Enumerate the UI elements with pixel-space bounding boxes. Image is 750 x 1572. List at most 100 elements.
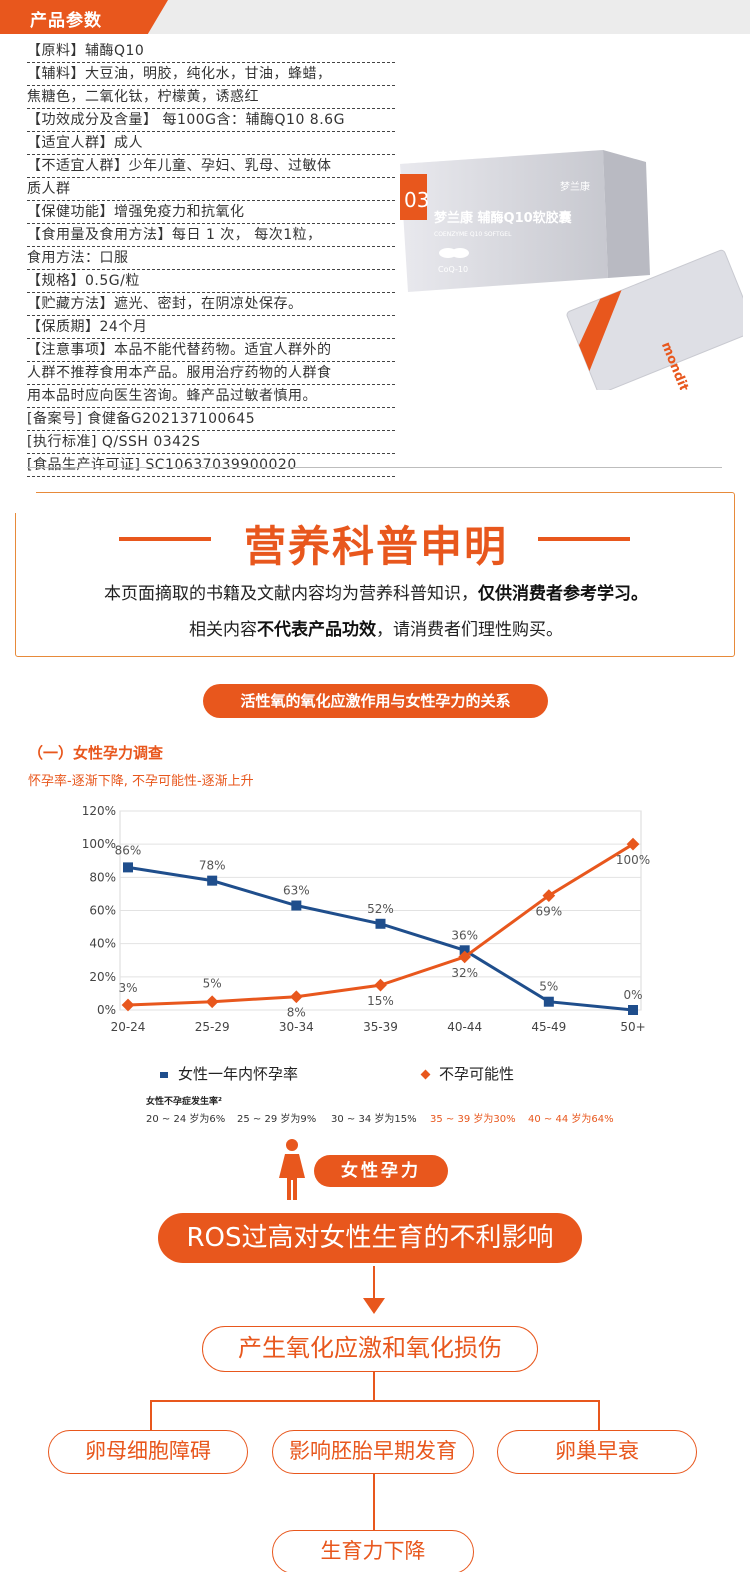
stat-item: 40 ~ 44 岁为64% <box>528 1114 614 1125</box>
data-label: 5% <box>539 980 558 994</box>
notice-line-1-bold: 仅供消费者参考学习。 <box>478 584 648 604</box>
data-label: 36% <box>451 928 478 942</box>
data-point <box>205 995 219 1009</box>
params-list: 【原料】辅酶Q10 【辅料】大豆油，明胶，纯化水，甘油，蜂蜡， 焦糖色，二氧化钛，… <box>27 40 395 477</box>
param-line: 【不适宜人群】少年儿童、孕妇、乳母、过敏体 <box>27 155 395 178</box>
product-image: 03 梦兰康 辅酶Q10软胶囊 梦兰康 COENZYME Q10 SOFTGEL… <box>400 150 743 390</box>
survey-desc: 怀孕率-逐渐下降, 不孕可能性-逐渐上升 <box>28 774 254 789</box>
param-line: 人群不推荐食用本产品。服用治疗药物的人群食 <box>27 362 395 385</box>
params-divider <box>27 467 722 468</box>
notice-line-left <box>119 537 211 541</box>
legend-infertility-mark <box>420 1069 431 1080</box>
legend-pregnancy-mark <box>160 1071 168 1078</box>
notice-line-1: 本页面摘取的书籍及文献内容均为营养科普知识，仅供消费者参考学习。 <box>16 579 736 604</box>
stat-item: 35 ~ 39 岁为30% <box>430 1114 516 1125</box>
notice-box: 营养科普申明 本页面摘取的书籍及文献内容均为营养科普知识，仅供消费者参考学习。 … <box>15 492 735 657</box>
stat-item: 30 ~ 34 岁为15% <box>331 1114 417 1125</box>
effect-box-ovary: 卵巢早衰 <box>497 1430 697 1474</box>
stat-item: 20 ~ 24 岁为6% <box>146 1114 226 1125</box>
param-line: 【食用量及食用方法】每日 1 次， 每次1粒， <box>27 224 395 247</box>
data-point <box>375 918 386 929</box>
notice-title: 营养科普申明 <box>243 522 508 571</box>
arrow-down-icon <box>363 1298 385 1314</box>
param-line: 【规格】0.5G/粒 <box>27 270 395 293</box>
notice-line-right <box>538 537 630 541</box>
y-tick-label: 100% <box>82 837 116 851</box>
connector <box>373 1474 375 1530</box>
y-tick-label: 0% <box>97 1003 116 1017</box>
fertility-tag: 女性孕力 <box>314 1155 448 1187</box>
params-tab: 产品参数 <box>0 0 168 34</box>
stats-title: 女性不孕症发生率² <box>146 1097 222 1107</box>
data-point <box>543 996 554 1007</box>
data-label: 5% <box>203 977 222 991</box>
legend-infertility-label: 不孕可能性 <box>439 1065 515 1083</box>
data-label: 15% <box>367 994 394 1008</box>
data-point <box>289 990 303 1004</box>
params-header-bar: 产品参数 <box>0 0 750 34</box>
notice-line-2-bold: 不代表产品功效 <box>257 620 376 640</box>
param-line: 【原料】辅酶Q10 <box>27 40 395 63</box>
ros-main-box: ROS过高对女性生育的不利影响 <box>158 1213 582 1263</box>
x-tick-label: 20-24 <box>111 1020 146 1034</box>
y-tick-label: 40% <box>89 937 116 951</box>
effect-box-oocyte: 卵母细胞障碍 <box>48 1430 248 1474</box>
y-tick-label: 120% <box>82 804 116 818</box>
data-label: 100% <box>616 853 650 867</box>
data-label: 69% <box>535 905 562 919</box>
effect-box-embryo: 影响胚胎早期发育 <box>272 1430 474 1474</box>
notice-line-1-text: 本页面摘取的书籍及文献内容均为营养科普知识， <box>104 584 478 604</box>
notice-corner <box>14 491 36 513</box>
product-badge: CoQ-10 <box>438 265 468 274</box>
param-line: 【贮藏方法】遮光、密封，在阴凉处保存。 <box>27 293 395 316</box>
notice-line-2-text: 相关内容 <box>189 620 257 640</box>
data-label: 52% <box>367 902 394 916</box>
product-number: 03 <box>404 188 429 212</box>
y-tick-label: 80% <box>89 870 116 884</box>
connector <box>598 1400 600 1430</box>
data-label: 3% <box>118 981 137 995</box>
data-label: 86% <box>115 843 142 857</box>
legend-infertility: 不孕可能性 <box>420 1063 515 1084</box>
connector <box>150 1400 152 1430</box>
female-icon <box>279 1139 305 1200</box>
x-tick-label: 40-44 <box>447 1020 482 1034</box>
param-line: 焦糖色，二氧化钛，柠檬黄，诱惑红 <box>27 86 395 109</box>
data-point <box>628 1005 638 1015</box>
param-line: 【功效成分及含量】 每100G含：辅酶Q10 8.6G <box>27 109 395 132</box>
param-line: 食用方法：口服 <box>27 247 395 270</box>
product-brand-cn: 梦兰康 <box>560 180 590 193</box>
x-tick-label: 35-39 <box>363 1020 398 1034</box>
data-point <box>207 875 218 886</box>
result-box: 生育力下降 <box>272 1530 474 1572</box>
param-line: 【保健功能】增强免疫力和抗氧化 <box>27 201 395 224</box>
product-name: 梦兰康 辅酶Q10软胶囊 <box>434 210 573 226</box>
x-tick-label: 45-49 <box>531 1020 566 1034</box>
y-tick-label: 20% <box>89 970 116 984</box>
x-tick-label: 50+ <box>620 1020 645 1034</box>
oxidative-stress-box: 产生氧化应激和氧化损伤 <box>202 1326 538 1372</box>
data-point <box>374 978 387 992</box>
survey-title: （一）女性孕力调查 <box>28 744 164 762</box>
data-point <box>121 998 135 1012</box>
data-label: 63% <box>283 884 310 898</box>
notice-line-2-tail: ，请消费者们理性购买。 <box>376 620 563 640</box>
data-label: 32% <box>451 966 478 980</box>
param-line: 【注意事项】本品不能代替药物。适宜人群外的 <box>27 339 395 362</box>
connector <box>150 1400 600 1402</box>
legend-pregnancy-label: 女性一年内怀孕率 <box>178 1065 299 1083</box>
param-line: 质人群 <box>27 178 395 201</box>
data-point <box>459 945 470 956</box>
data-label: 0% <box>623 988 642 1002</box>
legend-pregnancy: 女性一年内怀孕率 <box>160 1063 298 1084</box>
data-point <box>291 900 302 911</box>
param-line: [执行标准] Q/SSH 0342S <box>27 431 395 454</box>
param-line: 用本品时应向医生咨询。蜂产品过敏者慎用。 <box>27 385 395 408</box>
section-pill: 活性氧的氧化应激作用与女性孕力的关系 <box>203 684 548 718</box>
x-tick-label: 25-29 <box>195 1020 230 1034</box>
data-point <box>123 862 133 873</box>
param-line: [备案号] 食健备G202137100645 <box>27 408 395 431</box>
param-line: 【适宜人群】成人 <box>27 132 395 155</box>
data-label: 78% <box>199 859 226 873</box>
stat-item: 25 ~ 29 岁为9% <box>237 1114 317 1125</box>
